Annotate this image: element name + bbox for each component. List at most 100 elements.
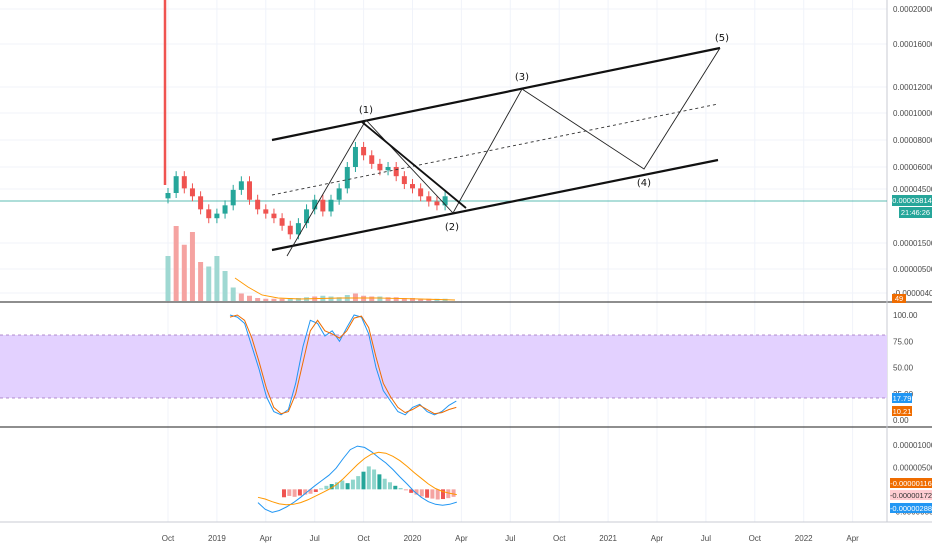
volume-bar: [393, 297, 399, 301]
volume-bar: [238, 293, 244, 301]
candle-body[interactable]: [230, 189, 236, 206]
volume-ma-line: [234, 277, 456, 301]
wave-label-1: (1): [359, 105, 373, 116]
volume-bar: [230, 287, 236, 301]
macd-histogram-bar: [419, 489, 424, 497]
price-axis-labels[interactable]: 0.00020000 0.00016000 0.00012000 0.00010000…: [893, 5, 932, 298]
candle-body[interactable]: [222, 205, 228, 214]
stoch-tick-label: 100.00: [893, 311, 918, 320]
candles[interactable]: [165, 141, 448, 240]
channel-lower-line[interactable]: [271, 158, 719, 252]
macd-indicator: [257, 445, 457, 513]
candle-body[interactable]: [181, 176, 187, 189]
candle-body[interactable]: [361, 146, 367, 156]
x-tick-label: Oct: [553, 534, 566, 543]
candle-body[interactable]: [401, 176, 407, 185]
candle-body[interactable]: [385, 167, 391, 171]
macd-histogram-bar: [451, 489, 456, 497]
volume-bar: [222, 271, 228, 301]
x-tick-label: Oct: [162, 534, 175, 543]
candle-body[interactable]: [263, 209, 269, 214]
macd-histogram-bar: [319, 488, 324, 490]
price-tick-label: -0.00000400: [893, 289, 932, 298]
candle-body[interactable]: [255, 199, 261, 210]
candle-body[interactable]: [304, 209, 310, 224]
candle-body[interactable]: [295, 223, 301, 235]
candle-body[interactable]: [434, 201, 440, 206]
candle-body[interactable]: [410, 184, 415, 189]
stoch-k-value: 17.79: [893, 394, 912, 403]
x-tick-label: Jul: [310, 534, 320, 543]
macd-histogram-bar: [409, 489, 414, 493]
candle-body[interactable]: [352, 146, 358, 167]
last-price-tag: 0.00003814: [892, 195, 932, 206]
candle-body[interactable]: [336, 188, 342, 200]
candle-body[interactable]: [287, 225, 293, 235]
candle-body[interactable]: [206, 209, 212, 219]
volume-bar: [418, 298, 424, 301]
candle-body[interactable]: [173, 176, 179, 193]
price-tick-label: 0.00001500: [893, 239, 932, 248]
candle-body[interactable]: [271, 213, 277, 219]
volume-bar: [279, 298, 285, 301]
volume-value: 49: [895, 294, 903, 303]
volume-bar: [173, 226, 179, 301]
macd-histogram-bar: [313, 489, 318, 492]
stoch-tick-label: 75.00: [893, 337, 914, 346]
elliott-wave-path[interactable]: [286, 47, 721, 257]
candle-body[interactable]: [238, 181, 244, 190]
candle-body[interactable]: [312, 199, 318, 210]
macd-histogram-bar: [372, 469, 377, 490]
volume-bar: [198, 262, 204, 301]
macd-histogram-bar: [340, 480, 345, 490]
macd-histogram-bar: [393, 485, 398, 490]
macd-histogram-bar: [446, 489, 451, 499]
macd-line-value: -0.00000288: [890, 504, 932, 513]
macd-signal-value: -0.00000172: [890, 491, 932, 500]
macd-line-tag: -0.00000288: [890, 503, 932, 513]
candle-body[interactable]: [377, 163, 383, 171]
wave-label-2: (2): [445, 222, 459, 233]
volume-bar: [385, 297, 391, 301]
price-tick-label: 0.00008000: [893, 136, 932, 145]
candle-body[interactable]: [189, 188, 195, 197]
wave-2-trendline[interactable]: [361, 121, 467, 209]
candle-body[interactable]: [344, 167, 350, 189]
macd-histogram-bar: [382, 478, 387, 490]
volume-bar: [352, 293, 358, 301]
time-axis-labels[interactable]: Oct 2019 Apr Jul Oct 2020 Apr Jul Oct 2021 Apr Jul O…: [162, 534, 859, 543]
stoch-tick-label: 0.00: [893, 416, 909, 425]
candle-body[interactable]: [442, 196, 448, 206]
macd-histogram-bar: [292, 489, 297, 497]
candle-body[interactable]: [328, 199, 334, 212]
macd-histogram-bar: [297, 489, 302, 496]
macd-histogram-bar: [356, 476, 361, 490]
candle-body[interactable]: [369, 155, 375, 164]
candle-body[interactable]: [214, 213, 220, 219]
candle-body[interactable]: [198, 196, 204, 210]
channel-mid-line[interactable]: [271, 103, 719, 196]
volume-bar: [271, 298, 277, 301]
candle-body[interactable]: [426, 196, 432, 202]
macd-signal-line: [257, 451, 457, 506]
grid: [0, 0, 887, 522]
candle-body[interactable]: [279, 218, 285, 226]
candle-body[interactable]: [393, 167, 399, 177]
volume-bar: [255, 298, 261, 301]
macd-histogram-bar: [398, 488, 403, 490]
candle-body[interactable]: [320, 199, 326, 212]
price-tick-label: 0.00010000: [893, 109, 932, 118]
macd-histogram-bar: [366, 466, 371, 490]
candle-body[interactable]: [418, 188, 424, 197]
x-tick-label: Apr: [260, 534, 273, 543]
volume-bar: [410, 298, 415, 301]
channel-upper-line[interactable]: [271, 46, 721, 142]
volume-bar: [377, 296, 383, 301]
last-price-value: 0.00003814: [892, 196, 932, 205]
stochastic-band: [0, 335, 887, 398]
volume-bar: [214, 256, 220, 301]
candle-body[interactable]: [165, 193, 171, 199]
candle-body[interactable]: [247, 181, 252, 200]
